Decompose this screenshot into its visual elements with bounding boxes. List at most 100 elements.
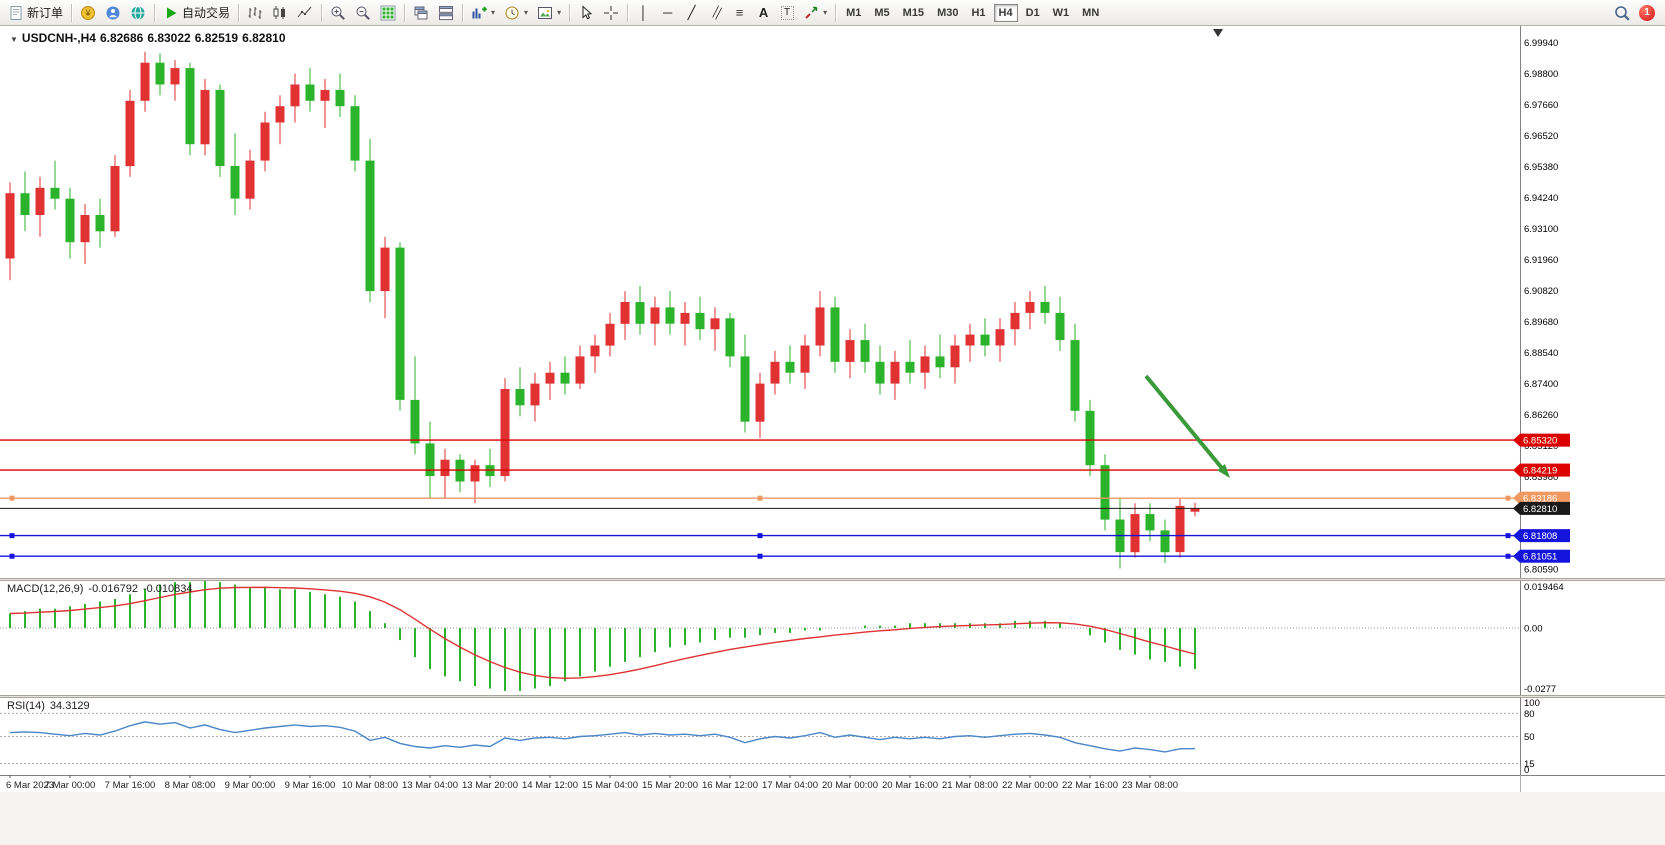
time-axis-label: 23 Mar 08:00 bbox=[1122, 780, 1178, 791]
price-tag-label: 6.82810 bbox=[1523, 504, 1557, 515]
line-handle[interactable] bbox=[757, 495, 763, 501]
timeframe-m5-button[interactable]: M5 bbox=[869, 4, 894, 22]
rsi-line bbox=[9, 721, 1196, 753]
trend-arrow-head bbox=[1217, 464, 1230, 478]
vline-icon: │ bbox=[639, 4, 648, 20]
search-button[interactable] bbox=[1610, 2, 1634, 24]
deposit-button[interactable]: ¥ bbox=[76, 2, 100, 24]
line-handle[interactable] bbox=[1505, 495, 1511, 501]
label-tool-button[interactable]: T bbox=[776, 2, 798, 24]
price-axis-label: 6.83980 bbox=[1524, 472, 1558, 483]
doc-icon bbox=[10, 5, 22, 20]
price-tag[interactable] bbox=[1520, 549, 1570, 563]
price-tag[interactable] bbox=[1520, 463, 1570, 477]
cursor-tool-button[interactable] bbox=[574, 2, 598, 24]
timeframe-h4-button[interactable]: H4 bbox=[993, 3, 1018, 22]
text-tool-button[interactable]: A bbox=[752, 2, 775, 24]
channel-tool-button[interactable]: ╱ bbox=[704, 2, 727, 24]
timeframe-m15-button[interactable]: M15 bbox=[898, 4, 929, 22]
trend-arrow-annotation[interactable] bbox=[1144, 374, 1226, 472]
price-axis-label: 6.98800 bbox=[1524, 69, 1558, 80]
indicators-button[interactable]: ▾ bbox=[467, 2, 499, 24]
tile-windows-button[interactable] bbox=[376, 2, 400, 24]
time-axis-label: 20 Mar 00:00 bbox=[822, 780, 878, 791]
price-tag[interactable] bbox=[1520, 501, 1570, 515]
tile2-icon bbox=[439, 5, 454, 20]
time-axis-label: 15 Mar 04:00 bbox=[582, 780, 638, 791]
arrows-tool-button[interactable]: ▾ bbox=[799, 2, 831, 24]
price-tag[interactable] bbox=[1520, 433, 1570, 447]
price-chart-panel[interactable]: 6.99940 6.98800 6.97660 6.96520 6.95380 6.942… bbox=[0, 26, 1665, 578]
macd-panel[interactable]: 0.019464 0.00 -0.0277 bbox=[0, 581, 1665, 695]
toolbar-separator bbox=[154, 3, 156, 22]
candlestick-type-button[interactable] bbox=[268, 2, 292, 24]
price-tag[interactable] bbox=[1520, 529, 1570, 543]
price-tag-notch bbox=[1513, 501, 1520, 515]
time-axis-label: 20 Mar 16:00 bbox=[882, 780, 938, 791]
line-chart-type-button[interactable] bbox=[293, 2, 317, 24]
price-axis-label: 6.89680 bbox=[1524, 317, 1558, 328]
fibo-icon: ≡ bbox=[735, 4, 744, 20]
autotrading-button[interactable]: 自动交易 bbox=[159, 2, 234, 24]
line-handle[interactable] bbox=[757, 553, 763, 559]
macd-histogram bbox=[9, 581, 1196, 691]
candles-icon bbox=[273, 5, 286, 19]
indadd-icon bbox=[472, 6, 487, 18]
line-handle[interactable] bbox=[1505, 533, 1511, 539]
rsi-axis-label: 50 bbox=[1524, 732, 1535, 743]
toolbar-separator bbox=[835, 3, 837, 22]
timeframe-m1-button[interactable]: M1 bbox=[841, 4, 866, 22]
notification-badge[interactable]: 1 bbox=[1639, 4, 1655, 21]
account-button[interactable] bbox=[101, 2, 125, 24]
toolbar-separator bbox=[71, 3, 73, 22]
shapes-icon bbox=[805, 6, 818, 19]
timeframe-w1-button[interactable]: W1 bbox=[1048, 4, 1075, 22]
price-tag[interactable] bbox=[1520, 491, 1570, 505]
macd-signal-line bbox=[9, 586, 1196, 680]
fibonacci-tool-button[interactable]: ≡ bbox=[728, 2, 751, 24]
crosshair-tool-button[interactable] bbox=[599, 2, 623, 24]
panel-splitter[interactable] bbox=[0, 578, 1665, 581]
trendline-tool-button[interactable]: ╱ bbox=[680, 2, 703, 24]
candlestick-series bbox=[5, 51, 1200, 569]
time-axis-bg bbox=[0, 775, 1665, 792]
rsi-axis-label: 80 bbox=[1524, 709, 1535, 720]
coin-icon: ¥ bbox=[81, 5, 96, 20]
toolbar-separator bbox=[462, 3, 464, 22]
line-handle[interactable] bbox=[757, 533, 763, 539]
vertical-line-tool-button[interactable]: │ bbox=[632, 2, 655, 24]
line-handle[interactable] bbox=[9, 553, 15, 559]
arrange-windows-button[interactable] bbox=[434, 2, 458, 24]
timeframe-d1-button[interactable]: D1 bbox=[1021, 4, 1045, 22]
community-button[interactable] bbox=[126, 2, 150, 24]
chart-shift-marker[interactable] bbox=[1213, 29, 1223, 37]
bars-icon bbox=[248, 6, 262, 19]
time-axis-label: 7 Mar 00:00 bbox=[45, 780, 96, 791]
timeframe-h1-button[interactable]: H1 bbox=[966, 4, 990, 22]
templates-button[interactable]: ▾ bbox=[533, 2, 565, 24]
time-axis-label: 7 Mar 16:00 bbox=[105, 780, 156, 791]
horizontal-line-tool-button[interactable]: ─ bbox=[656, 2, 679, 24]
textA-icon: A bbox=[758, 4, 769, 20]
line-handle[interactable] bbox=[1505, 553, 1511, 559]
new-order-button[interactable]: 新订单 bbox=[4, 2, 67, 24]
time-axis-label: 9 Mar 00:00 bbox=[225, 780, 276, 791]
linechart-icon bbox=[297, 6, 312, 17]
panel-splitter[interactable] bbox=[0, 695, 1665, 698]
line-handle[interactable] bbox=[9, 533, 15, 539]
cascade-windows-button[interactable] bbox=[409, 2, 433, 24]
timeframe-mn-button[interactable]: MN bbox=[1077, 4, 1104, 22]
zoom-in-button[interactable] bbox=[326, 2, 350, 24]
timeframe-m30-button[interactable]: M30 bbox=[932, 4, 963, 22]
toolbar-separator bbox=[627, 3, 629, 22]
periods-button[interactable]: ▾ bbox=[500, 2, 532, 24]
bar-chart-type-button[interactable] bbox=[243, 2, 267, 24]
price-axis-label: 6.90820 bbox=[1524, 286, 1558, 297]
time-axis-label: 14 Mar 12:00 bbox=[522, 780, 578, 791]
price-axis-label: 6.99940 bbox=[1524, 38, 1558, 49]
zoom-out-button[interactable] bbox=[351, 2, 375, 24]
line-handle[interactable] bbox=[9, 495, 15, 501]
chart-menu-icon[interactable]: ▼ bbox=[10, 35, 18, 44]
